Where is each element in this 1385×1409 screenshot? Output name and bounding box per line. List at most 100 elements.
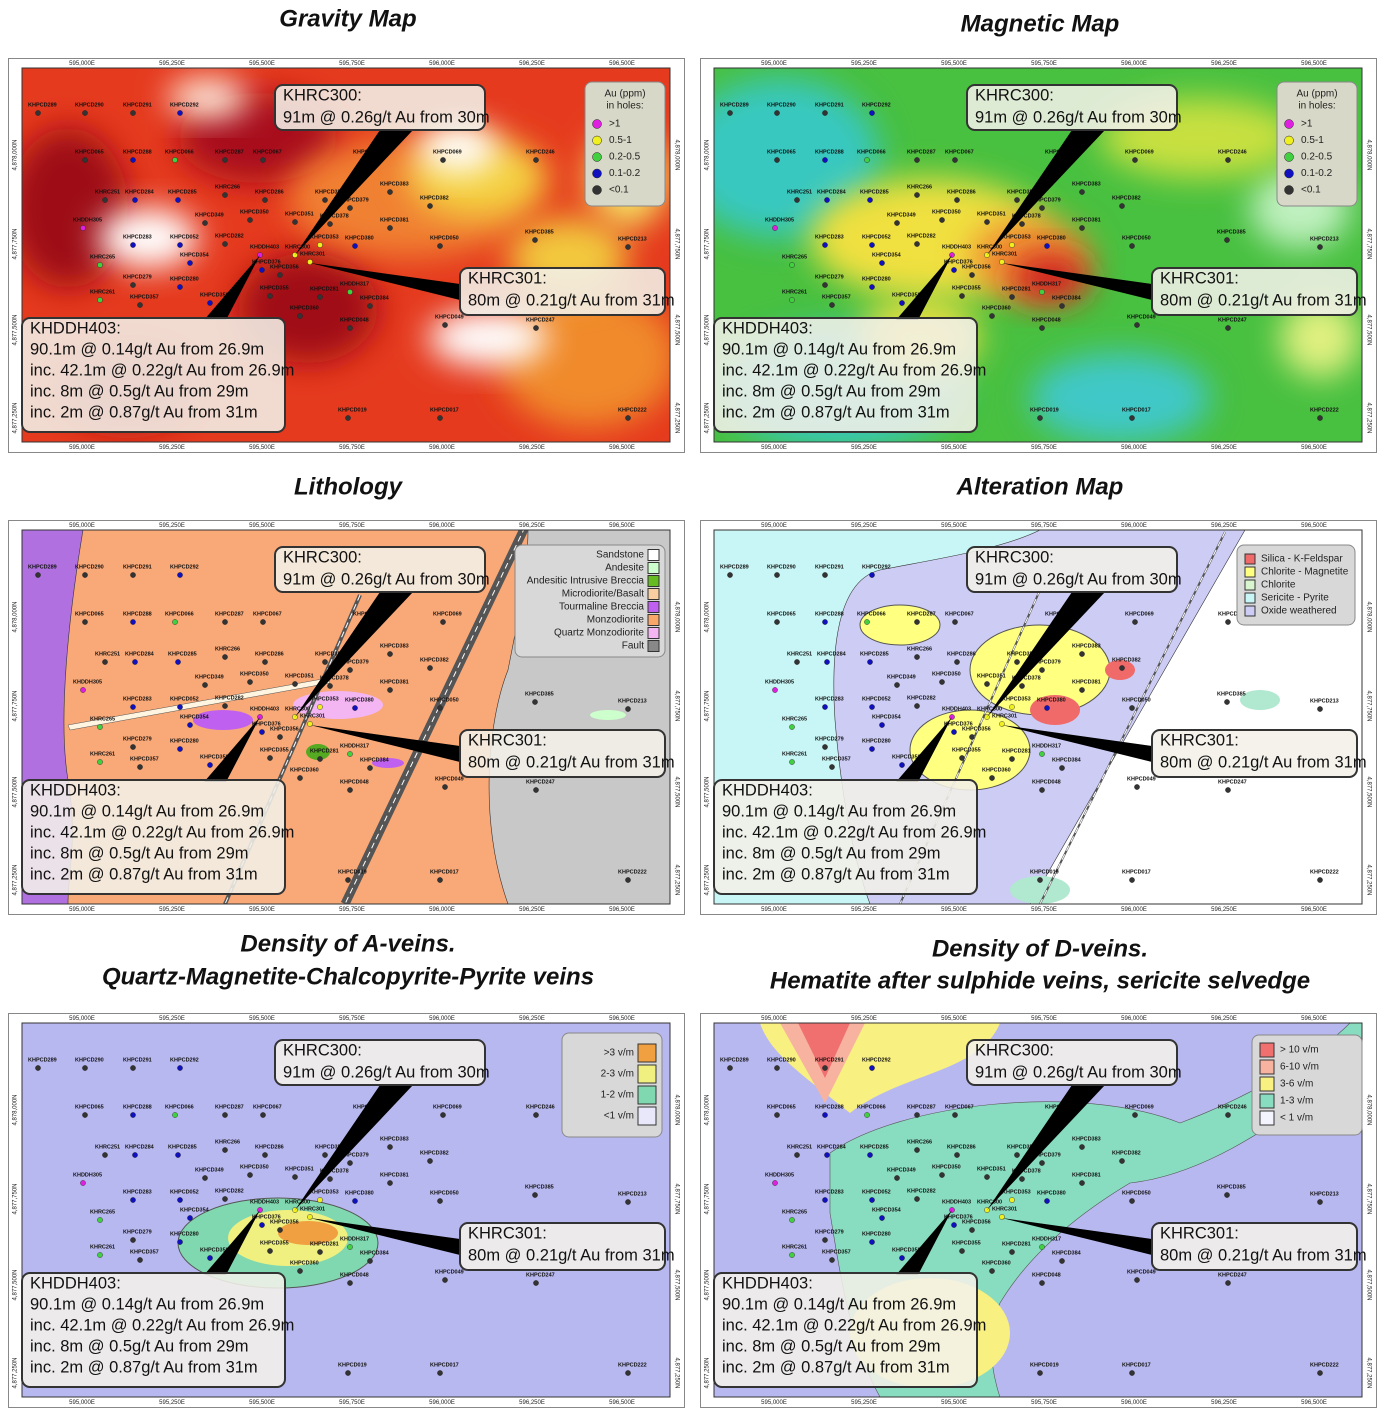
drill-hole [952,619,958,625]
hole-label: KHPCD290 [767,1057,796,1063]
hole-label: KHPCD067 [945,1104,974,1110]
callout-box [459,267,666,316]
drill-hole [1079,1180,1085,1186]
drill-hole [864,619,870,625]
hole-label: KHPCD048 [1032,779,1061,785]
hole-label: KHPCD282 [215,695,244,701]
drill-hole [899,300,905,306]
hole-label: KHRC301 [992,713,1017,719]
hole-label: KHPCD352 [315,1144,344,1150]
hole-label: KHPCD291 [815,1057,844,1063]
drill-hole [352,243,358,249]
hole-label: KHPCD378 [1012,213,1041,219]
hole-label: KHPCD285 [168,1144,197,1150]
drill-hole [914,192,920,198]
drill-hole [1014,197,1020,203]
zone [193,710,253,730]
drill-hole [824,197,830,203]
easting-label: 595,250E [159,61,185,67]
easting-label: 596,000E [1121,61,1147,67]
legend-dot [1284,185,1294,195]
drill-hole [1225,1280,1231,1286]
drill-hole [130,1237,136,1243]
easting-label: 595,750E [1031,907,1057,913]
drill-hole [97,724,103,730]
drill-hole [440,157,446,163]
callout-text: inc. 8m @ 0.5g/t Au from 29m [722,382,941,400]
drill-hole [899,1255,905,1261]
hole-label: KHPCD350 [932,209,961,215]
hole-label: KHPCD285 [168,651,197,657]
hole-label: KHPCD279 [123,274,152,280]
callout-pointer [987,130,1105,255]
drill-hole [317,756,323,762]
northing-label: 4,877,500N [13,776,19,807]
drill-hole [317,704,323,710]
hole-label: KHPCD382 [1112,657,1141,663]
drill-hole [999,721,1005,727]
hole-label: KHPCD285 [860,1144,889,1150]
hole-label: KHPCD017 [1122,869,1151,875]
northing-label: 4,878,000N [673,139,679,170]
drill-hole [1044,243,1050,249]
callout-pointer [204,1210,260,1275]
callout-text: 91m @ 0.26g/t Au from 30m [975,1063,1182,1081]
drill-hole [1225,619,1231,625]
drill-hole [951,1222,957,1228]
callout-text: KHRC301: [1160,731,1239,749]
hole-label: KHPCD284 [125,651,155,657]
callout-pointer [896,255,952,320]
hole-label: KHPCD222 [1310,1362,1339,1368]
hole-label: KHPCD357 [130,756,159,762]
drill-hole [727,572,733,578]
drill-hole [869,1197,875,1203]
callout-box [966,1039,1178,1086]
panel-title: Lithology [294,473,404,500]
callout-text: KHRC300: [283,548,362,566]
drill-hole [1009,1249,1015,1255]
drill-hole [1059,765,1065,771]
hole-label: KHDDH305 [73,217,102,223]
legend-swatch [647,627,660,639]
drill-hole [247,1172,253,1178]
legend-title: in holes: [606,101,643,112]
callout-box [713,317,978,433]
hole-label: KHPCD383 [1072,643,1101,649]
drill-hole [130,1065,136,1071]
drill-hole [879,1215,885,1221]
northing-label: 4,878,000N [673,601,679,632]
hole-label: KHRC301 [300,713,325,719]
easting-label: 596,500E [1301,1400,1327,1406]
hole-label: KHRC266 [215,1139,240,1145]
drill-hole [222,654,228,660]
northing-label: 4,877,750N [673,1183,679,1214]
drill-hole [177,242,183,248]
callout-text: 91m @ 0.26g/t Au from 30m [283,1063,490,1081]
easting-label: 596,250E [519,1016,545,1022]
northing-label: 4,877,250N [673,402,679,433]
drill-hole [789,1217,795,1223]
callout-pointer [295,592,413,717]
callout-box [21,317,286,433]
drill-hole [317,1249,323,1255]
hole-label: KHPCD289 [28,102,57,108]
drill-hole [1079,687,1085,693]
drill-hole [829,764,835,770]
hole-label: KHPCD069 [1125,611,1154,617]
zone [428,310,548,366]
drill-hole [222,241,228,247]
hole-label: KHPCD385 [1217,1184,1246,1190]
drill-hole [954,1152,960,1158]
easting-label: 595,500E [249,523,275,529]
drill-hole [952,157,958,163]
drill-hole [1039,751,1045,757]
easting-label: 596,000E [429,1016,455,1022]
drill-hole [1009,1197,1015,1203]
easting-label: 595,000E [69,523,95,529]
hole-label: KHPCD382 [420,1150,449,1156]
hole-label: KHPCD353 [310,696,339,702]
legend-label: 0.2-0.5 [1301,152,1333,163]
drill-hole [172,619,178,625]
drill-hole [222,157,228,163]
hole-label: KHPCD379 [1032,659,1061,665]
